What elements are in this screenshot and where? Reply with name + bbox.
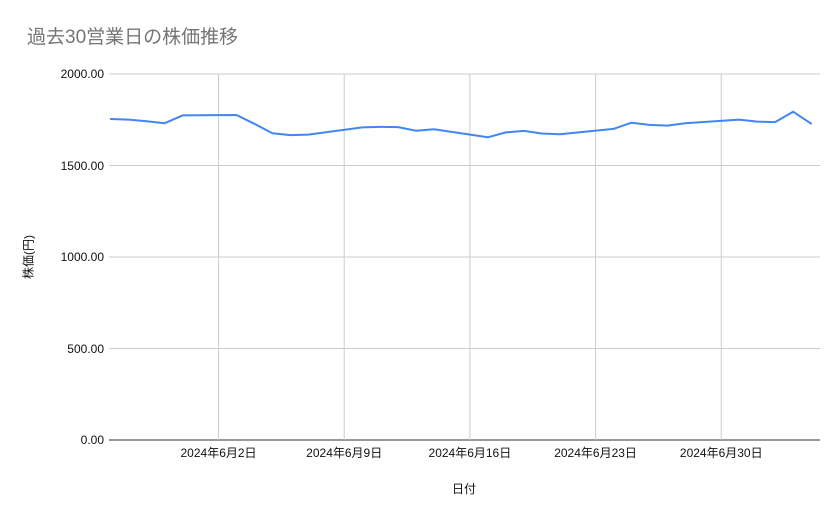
stock-price-series-line — [109, 110, 812, 139]
chart-title: 過去30営業日の株価推移 — [27, 27, 239, 48]
y-tick-label: 2000.00 — [60, 67, 104, 81]
x-tick-label: 2024年6月9日 — [306, 446, 383, 460]
x-tick-label: 2024年6月23日 — [554, 446, 637, 460]
x-axis-title: 日付 — [451, 482, 477, 496]
x-tick-label: 2024年6月30日 — [679, 446, 763, 460]
y-tick-label: 1500.00 — [60, 158, 104, 173]
x-tick-label: 2024年6月2日 — [180, 446, 257, 460]
y-axis-title: 株価(円) — [21, 235, 36, 279]
y-tick-label: 500.00 — [67, 341, 104, 356]
x-tick-label: 2024年6月16日 — [428, 446, 512, 460]
y-tick-label: 1000.00 — [60, 250, 104, 264]
y-tick-label: 0.00 — [80, 433, 104, 447]
